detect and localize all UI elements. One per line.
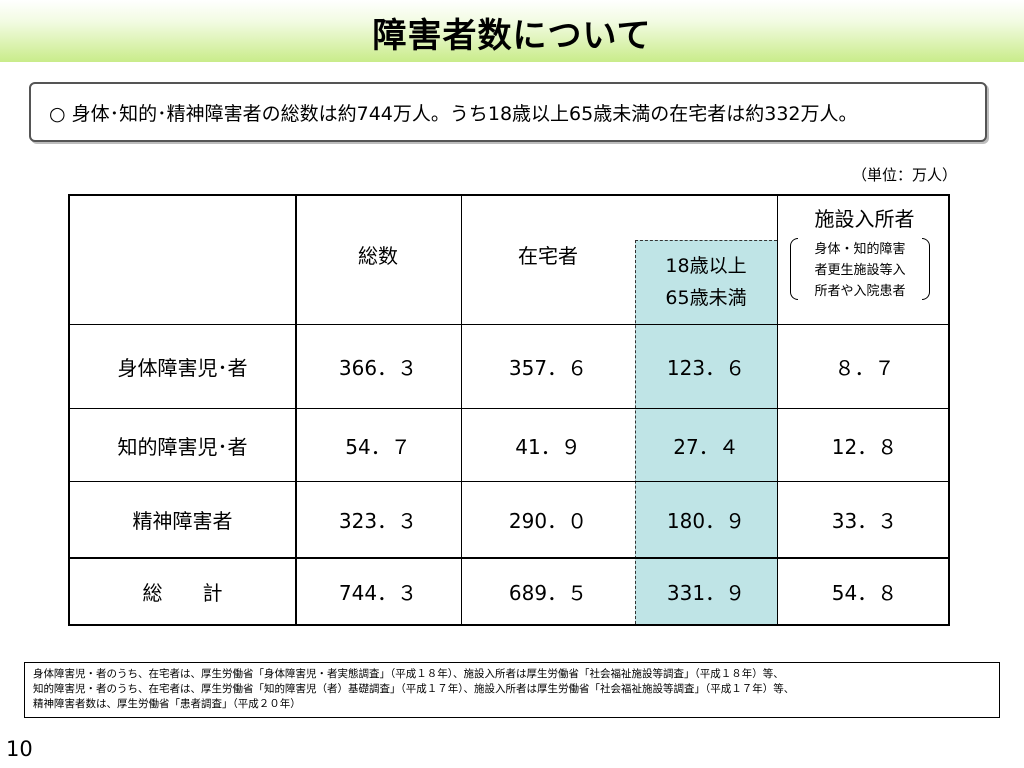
row-label: 総 計 (142, 580, 223, 605)
cell-age-18-64: 331．９ (666, 580, 746, 605)
header-at-home: 在宅者 (518, 243, 578, 268)
header-age-range: 18歳以上 65歳未満 (635, 244, 777, 320)
header-age-range-line1: 18歳以上 (665, 255, 747, 277)
cell-total: 323．３ (338, 509, 418, 533)
header-facility-note: 身体・知的障害 者更生施設等入 所者や入院患者 (798, 238, 922, 302)
highlight-column (635, 240, 777, 624)
source-note-line: 精神障害者数は、厚生労働省「患者調査」（平成２０年） (33, 698, 301, 710)
cell-at-home: 357．６ (508, 356, 588, 380)
cell-at-home: 41．９ (515, 434, 581, 459)
facility-note-line1: 身体・知的障害 (814, 241, 906, 257)
cell-total: 366．３ (338, 356, 418, 380)
cell-facility: 33．３ (831, 509, 898, 533)
data-table: 総数 在宅者 18歳以上 65歳未満 施設入所者 身体・知的障害 者更生施設等入… (68, 194, 950, 626)
note-bracket-left (790, 238, 798, 300)
col-divider (777, 196, 778, 624)
cell-age-18-64: 123．６ (666, 356, 746, 380)
cell-facility: ８．７ (834, 356, 895, 380)
facility-note-line2: 者更生施設等入 (814, 262, 906, 278)
summary-text: ○ 身体･知的･精神障害者の総数は約744万人。うち18歳以上65歳未満の在宅者… (49, 103, 858, 125)
row-label: 精神障害者 (132, 509, 233, 533)
title-bar: 障害者数について (0, 0, 1024, 62)
page-title: 障害者数について (372, 16, 652, 56)
cell-facility: 54．８ (831, 580, 898, 605)
col-divider (295, 196, 297, 624)
cell-at-home: 689．５ (508, 580, 588, 605)
source-notes: 身体障害児・者のうち、在宅者は、厚生労働省「身体障害児・者実態調査」（平成１８年… (24, 662, 1000, 718)
cell-total: 54．７ (345, 434, 411, 459)
header-total: 総数 (358, 243, 398, 268)
row-divider (70, 481, 948, 482)
cell-facility: 12．８ (831, 434, 898, 459)
facility-note-line3: 所者や入院患者 (814, 283, 906, 299)
row-label: 知的障害児･者 (117, 434, 248, 459)
source-note-line: 身体障害児・者のうち、在宅者は、厚生労働省「身体障害児・者実態調査」（平成１８年… (33, 668, 784, 680)
col-divider (461, 196, 462, 624)
unit-note: （単位：万人） (852, 166, 958, 184)
row-divider (70, 408, 948, 409)
note-bracket-right (922, 238, 930, 300)
header-age-range-line2: 65歳未満 (665, 287, 747, 309)
cell-at-home: 290．０ (508, 509, 588, 533)
row-label: 身体障害児･者 (117, 356, 248, 380)
source-note-line: 知的障害児・者のうち、在宅者は、厚生労働省「知的障害児（者）基礎調査」（平成１７… (33, 683, 795, 695)
header-facility: 施設入所者 (814, 206, 915, 231)
summary-box: ○ 身体･知的･精神障害者の総数は約744万人。うち18歳以上65歳未満の在宅者… (29, 82, 987, 142)
cell-total: 744．３ (338, 580, 418, 605)
cell-age-18-64: 27．４ (673, 434, 739, 459)
row-divider (70, 324, 948, 325)
cell-age-18-64: 180．９ (666, 509, 746, 533)
row-divider (70, 557, 948, 559)
page-number: 10 (6, 737, 33, 761)
